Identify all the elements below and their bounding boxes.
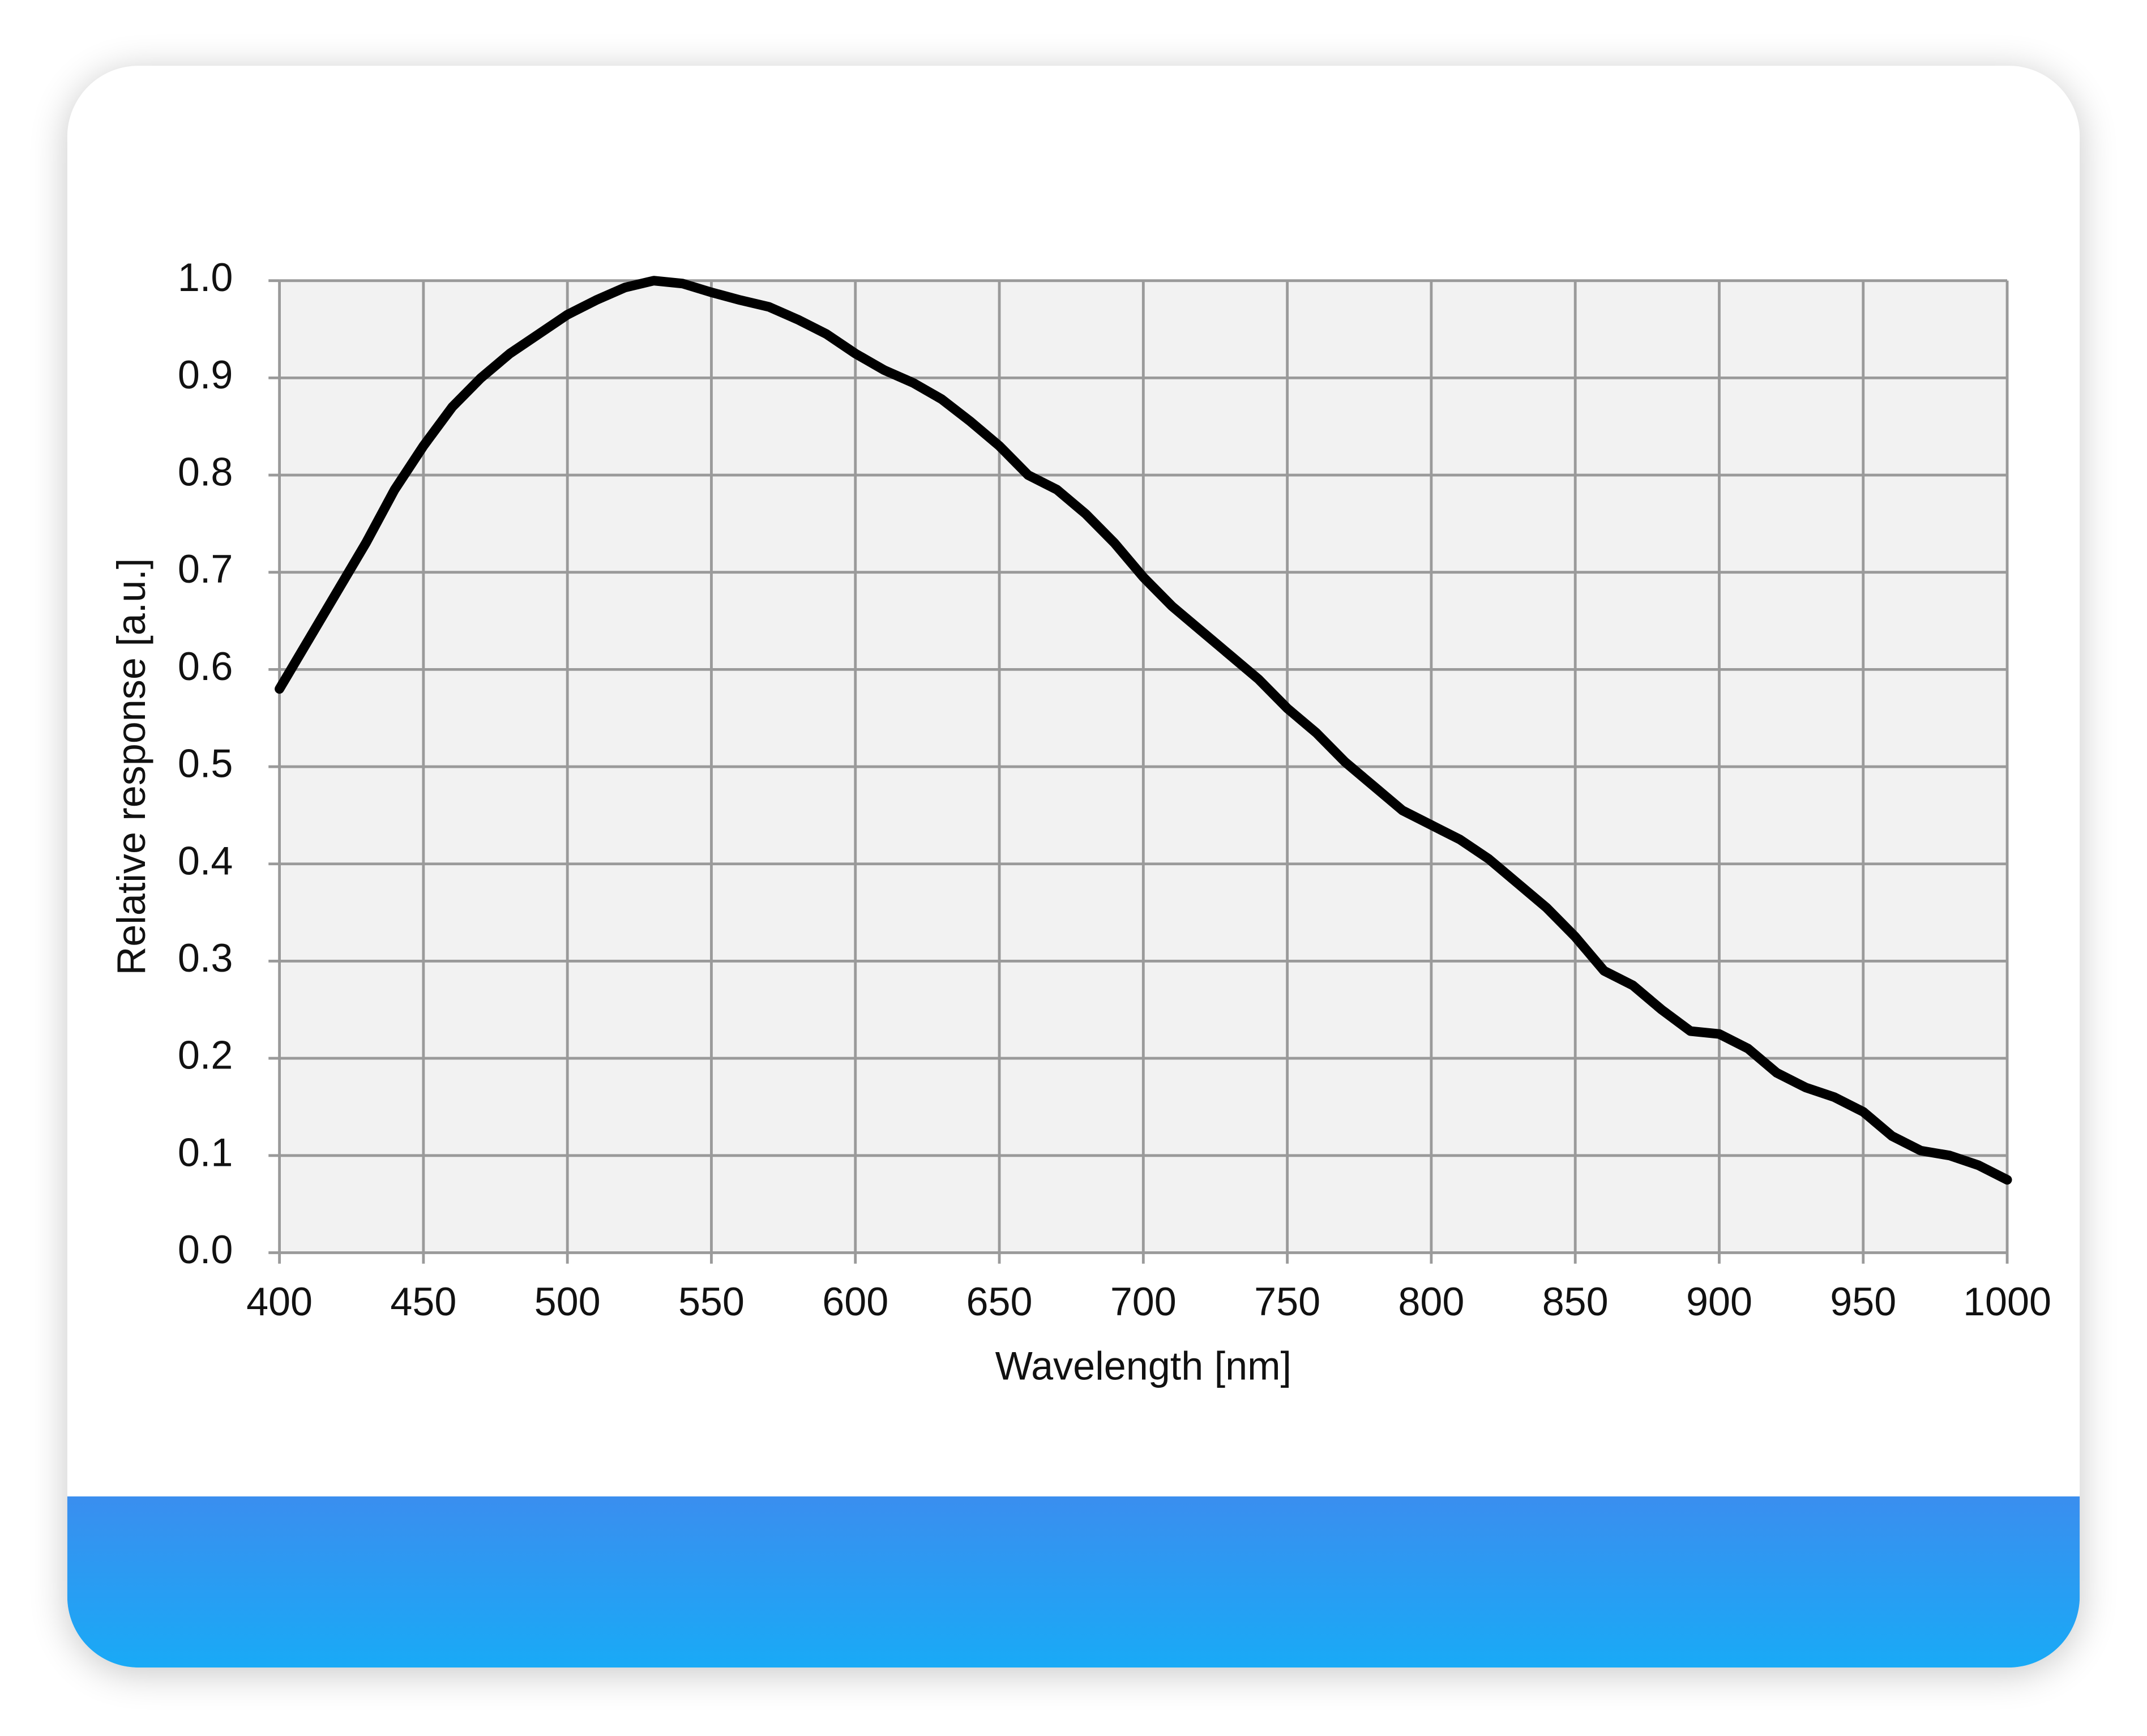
y-tick-label: 0.1 <box>178 1130 233 1174</box>
x-tick-label: 600 <box>822 1280 888 1324</box>
x-tick-label: 650 <box>966 1280 1033 1324</box>
x-tick-label: 900 <box>1686 1280 1752 1324</box>
y-tick-label: 0.8 <box>178 450 233 494</box>
y-tick-label: 0.4 <box>178 839 233 883</box>
grid <box>268 279 2009 1264</box>
data-line <box>275 276 2012 1185</box>
x-axis-label: Wavelength [nm] <box>995 1344 1291 1388</box>
x-tick-label: 550 <box>678 1280 745 1324</box>
y-tick-label: 0.6 <box>178 644 233 689</box>
x-tick-label: 750 <box>1254 1280 1320 1324</box>
y-tick-label: 1.0 <box>178 255 233 300</box>
x-tick-label: 800 <box>1398 1280 1464 1324</box>
x-tick-label: 450 <box>390 1280 456 1324</box>
footer-band <box>67 1496 2080 1668</box>
y-axis-label: Relative response [a.u.] <box>109 558 153 976</box>
y-tick-label: 0.0 <box>178 1228 233 1272</box>
plot <box>275 276 2012 1185</box>
y-tick-label: 0.9 <box>178 353 233 397</box>
y-tick-label: 0.5 <box>178 742 233 786</box>
x-tick-label: 1000 <box>1963 1280 2051 1324</box>
x-tick-label: 500 <box>534 1280 601 1324</box>
y-tick-label: 0.2 <box>178 1033 233 1077</box>
x-tick-label: 950 <box>1830 1280 1896 1324</box>
x-tick-label: 700 <box>1110 1280 1177 1324</box>
y-tick-label: 0.7 <box>178 547 233 591</box>
y-tick-label: 0.3 <box>178 936 233 980</box>
x-tick-label: 850 <box>1542 1280 1609 1324</box>
x-tick-label: 400 <box>246 1280 313 1324</box>
